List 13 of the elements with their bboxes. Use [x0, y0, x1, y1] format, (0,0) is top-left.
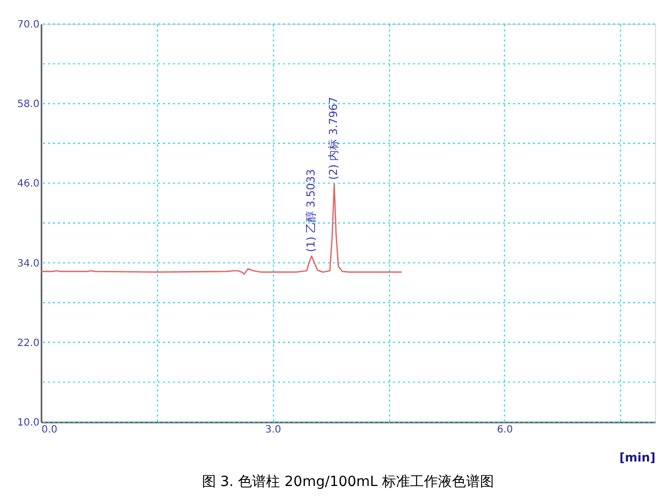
y-tick-label: 70.0	[17, 20, 40, 30]
x-tick-label: 0.0	[42, 424, 58, 436]
x-axis-title: [min]	[619, 450, 656, 464]
x-tick-label: 3.0	[265, 424, 282, 436]
y-tick-label: 22.0	[17, 338, 40, 349]
annotation: (1) 乙醇 3.5033	[304, 169, 318, 252]
text: 图 3. 色谱柱 20mg/100mL 标准工作液色谱图	[202, 474, 494, 490]
annotation: (2) 内标 3.7967	[327, 96, 340, 180]
x-tick-label: 6.0	[496, 424, 513, 436]
y-tick-label: 58.0	[17, 99, 40, 110]
y-tick-label: 34.0	[17, 258, 40, 270]
y-tick-label: 46.0	[17, 178, 40, 190]
y-tick-label: 10.0	[17, 418, 40, 428]
